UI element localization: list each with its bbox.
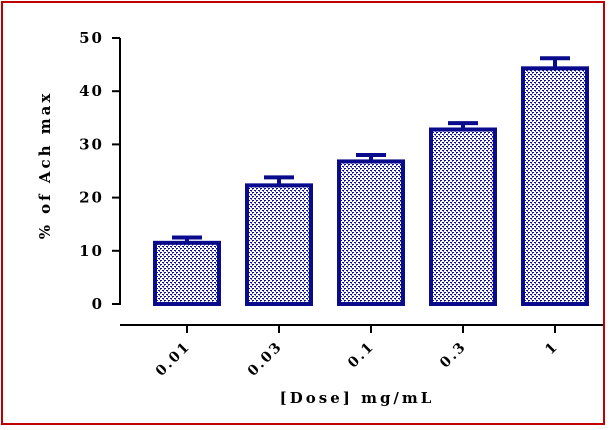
x-tick-label: 0.03 <box>245 339 286 380</box>
bar-0.1 <box>337 159 405 306</box>
y-axis-label: % of Ach max <box>36 91 54 240</box>
bar-0.3 <box>429 127 497 306</box>
bar-1 <box>521 66 589 306</box>
y-tick-label: 10 <box>79 242 104 260</box>
bar-0.01 <box>153 240 221 307</box>
y-tick-label: 40 <box>79 82 104 100</box>
x-tick-label: 1 <box>542 339 562 359</box>
y-tick-label: 20 <box>79 189 104 207</box>
y-tick-label: 50 <box>79 29 104 47</box>
y-tick-label: 0 <box>92 295 104 313</box>
x-axis-label: [Dose] mg/mL <box>280 389 435 407</box>
x-tick-label: 0.01 <box>153 339 194 380</box>
x-tick-label: 0.3 <box>437 339 470 372</box>
bar-0.03 <box>245 183 313 306</box>
x-tick-label: 0.1 <box>345 339 378 372</box>
y-tick-label: 30 <box>79 135 104 153</box>
bars <box>153 56 589 307</box>
